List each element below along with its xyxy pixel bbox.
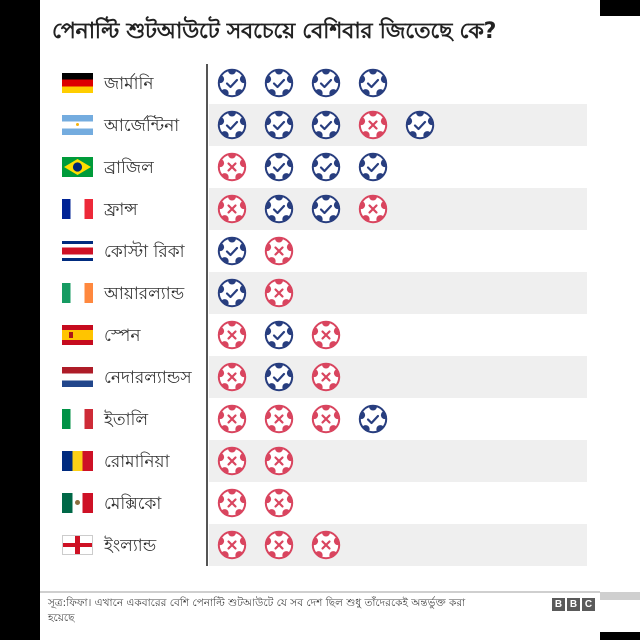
football-cross-icon [358,194,388,224]
football-cross-icon [311,404,341,434]
football-check-icon [217,68,247,98]
shootout-results [217,404,405,434]
football-check-icon [264,152,294,182]
shootout-results [217,446,311,476]
football-cross-icon [217,530,247,560]
brazil-flag-icon [62,157,93,177]
axis-divider [206,64,208,566]
country-row: স্পেন [40,314,587,356]
shootout-results [217,530,358,560]
football-cross-icon [264,530,294,560]
country-label: আর্জেন্টিনা [104,116,180,136]
country-label: ইতালি [104,410,149,430]
romania-flag-icon [62,451,93,471]
country-row: ইংল্যান্ড [40,524,587,566]
football-check-icon [264,68,294,98]
country-label: নেদারল্যান্ডস [104,368,192,388]
football-cross-icon [217,152,247,182]
country-label: আয়ারল্যান্ড [104,284,185,304]
costa-rica-flag-icon [62,241,93,261]
country-label: ফ্রান্স [104,200,138,220]
football-cross-icon [311,530,341,560]
footer-divider [40,591,600,593]
country-row: কোস্টা রিকা [40,230,587,272]
football-check-icon [358,68,388,98]
netherlands-flag-icon [62,367,93,387]
country-row: ফ্রান্স [40,188,587,230]
football-cross-icon [264,404,294,434]
football-check-icon [217,278,247,308]
shootout-results [217,68,405,98]
football-check-icon [264,110,294,140]
shootout-results [217,194,405,224]
football-cross-icon [264,278,294,308]
country-label: ইংল্যান্ড [104,536,157,556]
football-cross-icon [264,488,294,518]
shootout-results [217,488,311,518]
black-corner-top-right [600,0,640,16]
football-check-icon [217,110,247,140]
football-check-icon [264,194,294,224]
shootout-results [217,278,311,308]
football-cross-icon [311,362,341,392]
football-cross-icon [264,236,294,266]
country-row: আর্জেন্টিনা [40,104,587,146]
football-cross-icon [217,446,247,476]
football-check-icon [358,152,388,182]
football-check-icon [311,194,341,224]
football-check-icon [311,68,341,98]
country-row: জার্মানি [40,62,587,104]
football-check-icon [311,110,341,140]
football-check-icon [264,320,294,350]
bbc-logo-letter: B [552,598,565,611]
country-row: ইতালি [40,398,587,440]
ireland-flag-icon [62,283,93,303]
country-label: ব্রাজিল [104,158,154,178]
source-note: সূত্র:ফিফা। এখানে একবারের বেশি পেনাল্টি … [48,597,466,624]
france-flag-icon [62,199,93,219]
country-row: আয়ারল্যান্ড [40,272,587,314]
football-cross-icon [217,194,247,224]
bbc-logo: B B C [552,598,595,611]
bbc-logo-letter: C [582,598,595,611]
germany-flag-icon [62,73,93,93]
black-corner-bottom-right [600,632,640,640]
football-check-icon [358,404,388,434]
country-row: রোমানিয়া [40,440,587,482]
england-flag-icon [62,535,93,555]
football-cross-icon [217,488,247,518]
footer-divider-extension [600,592,640,600]
football-cross-icon [358,110,388,140]
football-cross-icon [311,320,341,350]
argentina-flag-icon [62,115,93,135]
bbc-logo-letter: B [567,598,580,611]
football-check-icon [405,110,435,140]
football-check-icon [311,152,341,182]
football-cross-icon [217,362,247,392]
chart-title: পেনাল্টি শুটআউটে সবচেয়ে বেশিবার জিতেছে … [52,19,497,44]
country-label: রোমানিয়া [104,452,170,472]
country-label: জার্মানি [104,74,154,94]
italy-flag-icon [62,409,93,429]
football-cross-icon [217,404,247,434]
country-label: কোস্টা রিকা [104,242,185,262]
shootout-results [217,110,452,140]
shootout-results [217,236,311,266]
black-border-left [0,0,40,640]
country-label: মেক্সিকো [104,494,162,514]
country-row: মেক্সিকো [40,482,587,524]
shootout-results [217,362,358,392]
country-row: নেদারল্যান্ডস [40,356,587,398]
mexico-flag-icon [62,493,93,513]
country-label: স্পেন [104,326,141,346]
shootout-results [217,152,405,182]
spain-flag-icon [62,325,93,345]
football-cross-icon [264,446,294,476]
football-check-icon [264,362,294,392]
football-check-icon [217,236,247,266]
country-row: ব্রাজিল [40,146,587,188]
football-cross-icon [217,320,247,350]
shootout-results [217,320,358,350]
